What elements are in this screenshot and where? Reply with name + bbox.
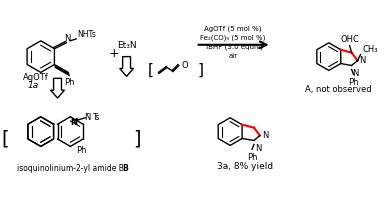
Text: +: + xyxy=(109,47,119,60)
Text: NHTs: NHTs xyxy=(77,30,96,39)
Text: Ph: Ph xyxy=(64,78,74,87)
Text: isoquinolinium-2-yl amide B: isoquinolinium-2-yl amide B xyxy=(17,163,124,172)
Text: Ph: Ph xyxy=(76,145,87,154)
Text: N: N xyxy=(359,56,366,65)
Text: ]: ] xyxy=(132,129,140,148)
Text: TBHP (3.0 equiv): TBHP (3.0 equiv) xyxy=(204,43,263,50)
Text: O: O xyxy=(182,61,189,70)
Text: Ph: Ph xyxy=(247,153,257,162)
Text: [: [ xyxy=(148,63,154,78)
Text: Et₃N: Et₃N xyxy=(117,41,136,50)
Text: N: N xyxy=(352,69,359,78)
Text: 3a, 8% yield: 3a, 8% yield xyxy=(217,161,273,170)
Text: 1a: 1a xyxy=(27,81,38,90)
Text: N: N xyxy=(255,144,261,153)
Text: N: N xyxy=(262,130,268,139)
Text: N: N xyxy=(64,34,71,43)
Text: air: air xyxy=(229,52,238,58)
Text: Ph: Ph xyxy=(348,78,359,87)
Text: A, not observed: A, not observed xyxy=(305,85,372,94)
Text: +: + xyxy=(74,116,80,122)
Text: CH₃: CH₃ xyxy=(363,44,378,53)
Text: [: [ xyxy=(2,129,9,148)
Text: AgOTf: AgOTf xyxy=(23,72,49,81)
Polygon shape xyxy=(51,79,64,99)
Text: AgOTf (5 mol %): AgOTf (5 mol %) xyxy=(204,26,262,32)
Text: N̄: N̄ xyxy=(84,113,90,122)
Text: Fe₂(CO)₉ (5 mol %): Fe₂(CO)₉ (5 mol %) xyxy=(200,34,266,41)
Text: Ts: Ts xyxy=(93,113,100,122)
Text: ]: ] xyxy=(198,63,203,78)
Text: B: B xyxy=(123,163,129,172)
Text: N: N xyxy=(70,118,77,127)
Text: OHC: OHC xyxy=(340,35,359,44)
Polygon shape xyxy=(120,57,134,77)
